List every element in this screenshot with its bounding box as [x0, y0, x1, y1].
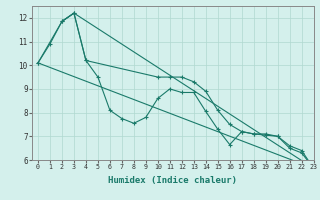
X-axis label: Humidex (Indice chaleur): Humidex (Indice chaleur) — [108, 176, 237, 185]
